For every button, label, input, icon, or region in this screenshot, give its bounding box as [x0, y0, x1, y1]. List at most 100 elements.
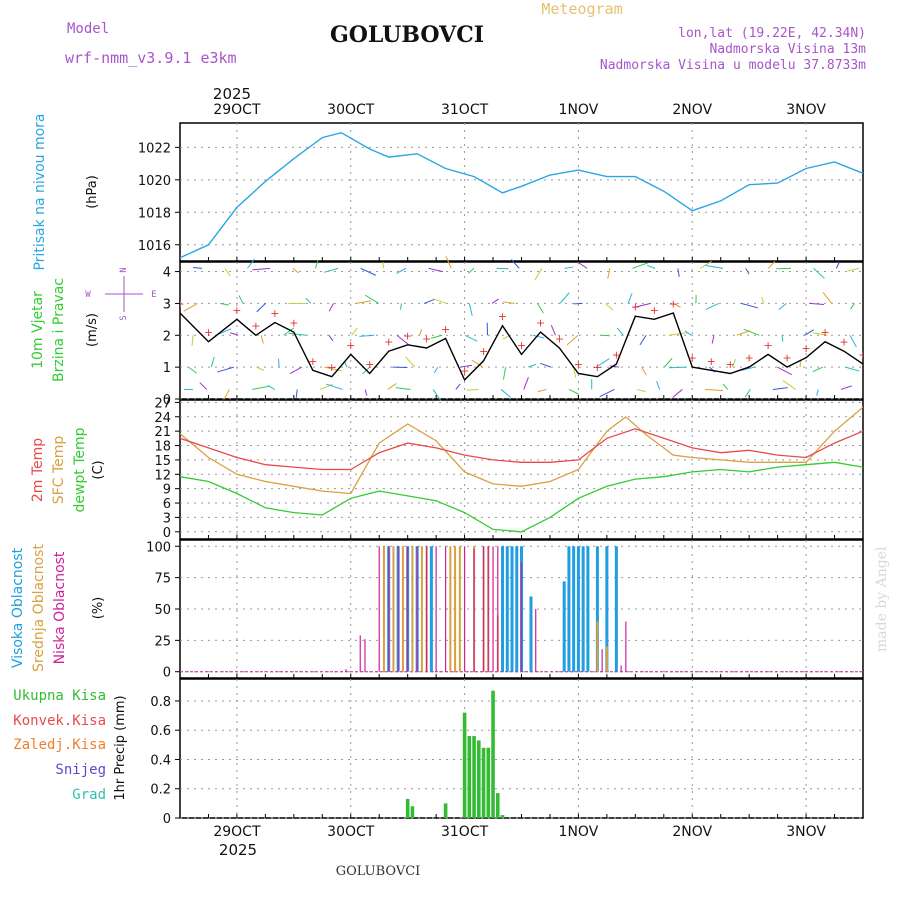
wind-marker: + [858, 348, 867, 361]
wind-marker: + [877, 355, 886, 368]
wind-arrow [223, 389, 230, 400]
wind-arrow [528, 363, 537, 368]
wind-arrow [364, 294, 380, 304]
wind-marker: + [555, 332, 564, 345]
wind-arrow [288, 332, 307, 336]
cloud-bar [392, 546, 395, 672]
wind-arrow [278, 358, 280, 368]
pressure-line [180, 131, 863, 259]
wind-arrow [777, 366, 793, 376]
wind-unit: (m/s) [85, 313, 100, 347]
wind-arrow [677, 268, 680, 277]
wind-marker: + [441, 323, 450, 336]
cloud-bar [505, 546, 509, 672]
wind-arrow [400, 303, 402, 310]
wind-arrow [328, 334, 334, 342]
wind-marker: + [232, 304, 241, 317]
y-tick-label: 75 [154, 572, 171, 587]
wind-arrow [663, 357, 673, 368]
cloud-bar [397, 546, 399, 672]
y-tick-label: 2 [163, 329, 171, 344]
cloud-bar [487, 546, 489, 672]
wind-arrow [768, 260, 776, 269]
y-tick-label: 9 [163, 483, 171, 498]
cloud-bar [454, 546, 457, 672]
year-top: 2025 [213, 85, 251, 103]
wind-arrow [314, 260, 319, 269]
wind-marker: + [688, 352, 697, 365]
wind-arrow [364, 389, 368, 396]
wind-arrow [599, 388, 615, 398]
wind-arrow [323, 267, 339, 273]
wind-arrow [673, 302, 681, 308]
precip-bar [467, 736, 472, 818]
wind-arrow [705, 265, 724, 269]
wind-arrow [578, 262, 588, 269]
wind-arrow [428, 267, 444, 273]
wind-arrow [616, 327, 624, 336]
precip-bar [500, 815, 505, 818]
temp-2m-line [180, 428, 863, 471]
cloud-bar [378, 546, 380, 672]
wind-arrow [781, 335, 784, 342]
cloud-bar [605, 546, 609, 672]
precip-legend-snow: Snijeg [55, 762, 106, 778]
y-tick-label: 6 [163, 497, 171, 512]
pressure-label: Pritisak na nivou mora [32, 113, 48, 270]
cloud-bar [520, 562, 523, 672]
cloud-bar [359, 635, 361, 672]
wind-arrow [668, 366, 687, 369]
cloud-label-mid: Srednja Oblacnost [31, 544, 47, 672]
top-day-label: 1NOV [559, 102, 599, 118]
wind-marker: + [289, 317, 298, 330]
wind-arrow [809, 302, 825, 306]
top-day-label: 31OCT [441, 102, 489, 118]
y-tick-label: 3 [163, 511, 171, 526]
wind-arrow [395, 387, 411, 390]
wind-marker: + [422, 332, 431, 345]
cloud-label-low: Niska Oblacnost [52, 551, 68, 664]
panel-pressure: 1016 1018 1020 1022 [138, 122, 864, 262]
wind-label-1: 10m Vjetar [30, 291, 46, 369]
cloud-bar [426, 546, 428, 672]
precip-bar [410, 806, 415, 818]
wind-arrow [191, 335, 194, 346]
cloud-bar [595, 546, 599, 672]
wind-arrow [502, 367, 507, 380]
precip-ylabel: 1hr Precip (mm) [113, 695, 128, 800]
wind-arrow [610, 365, 619, 368]
cloud-bar [435, 546, 437, 672]
wind-arrow [445, 256, 452, 269]
y-tick-label: 50 [154, 603, 171, 618]
y-tick-label: 100 [146, 540, 171, 555]
wind-arrow [744, 389, 751, 398]
wind-arrow [850, 303, 855, 310]
wind-arrow [536, 303, 544, 314]
wind-arrow [289, 366, 303, 375]
wind-arrow [743, 328, 760, 336]
y-tick-label: 18 [154, 440, 171, 455]
wind-arrow [229, 332, 239, 336]
wind-arrow [252, 267, 271, 271]
wind-arrow [305, 297, 312, 304]
y-tick-label: 0.6 [150, 724, 171, 739]
panel-frame [179, 678, 864, 819]
wind-arrow [711, 335, 715, 344]
wind-arrow [502, 301, 515, 304]
year-bottom: 2025 [219, 841, 257, 859]
precip-legend-frz: Zaledj.Kisa [13, 737, 106, 753]
wind-label-2: Brzina i Pravac [51, 278, 67, 382]
cloud-bar [614, 546, 618, 672]
precip-bars [405, 690, 505, 818]
wind-arrow [468, 303, 473, 316]
wind-arrow [550, 324, 556, 336]
wind-arrow [359, 334, 375, 337]
wind-arrow [639, 335, 647, 346]
wind-marker: + [783, 352, 792, 365]
wind-arrow [722, 383, 729, 390]
wind-marker: + [327, 361, 336, 374]
precip-bar [472, 736, 476, 818]
wind-arrow [641, 366, 647, 376]
cloud-bar [605, 646, 608, 672]
